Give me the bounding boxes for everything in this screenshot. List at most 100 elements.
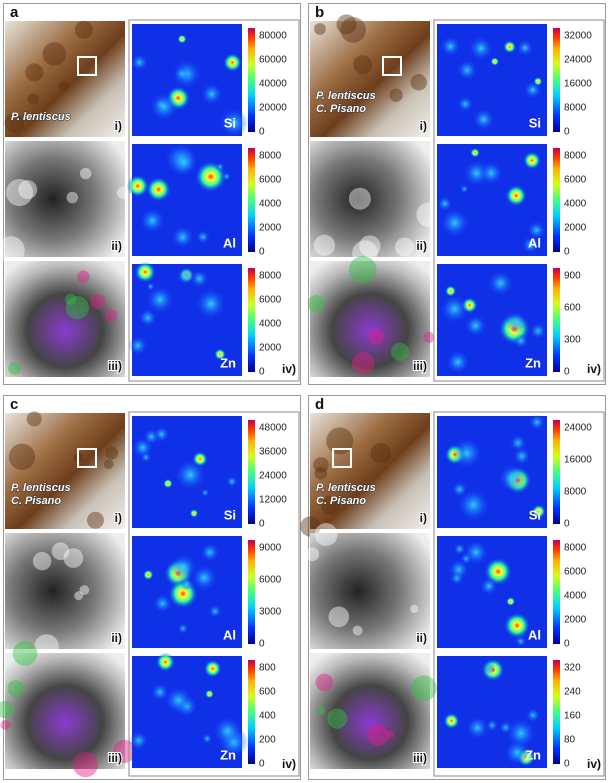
micrograph xyxy=(310,653,430,769)
texture xyxy=(4,113,25,133)
map-label: iv) xyxy=(587,757,601,771)
colorbar-tick-label: 200 xyxy=(259,735,276,746)
hotspot xyxy=(201,83,223,105)
hotspot xyxy=(459,184,469,194)
colorbar-tick-label: 8000 xyxy=(564,103,587,114)
texture xyxy=(105,446,119,460)
hotspot xyxy=(223,53,242,72)
texture xyxy=(366,723,389,746)
colorbar-tick-label: 16000 xyxy=(564,455,592,466)
colorbar xyxy=(553,148,560,252)
hotspot xyxy=(213,716,243,746)
hotspot xyxy=(226,475,238,488)
texture xyxy=(389,88,403,102)
hotspot xyxy=(457,96,473,112)
texture xyxy=(0,719,11,730)
hotspot xyxy=(504,739,530,766)
hotspot xyxy=(440,295,469,323)
texture xyxy=(340,17,366,43)
colorbar-tick-label: 8000 xyxy=(564,151,587,162)
colorbar-tick-label: 300 xyxy=(564,335,581,346)
colorbar-tick-label: 3000 xyxy=(259,607,282,618)
colorbar xyxy=(248,420,255,524)
texture xyxy=(352,240,378,267)
texture xyxy=(18,180,38,200)
element-map xyxy=(437,416,547,528)
colorbar-tick-label: 0 xyxy=(564,367,570,378)
hotspot xyxy=(138,308,157,327)
panel-frame xyxy=(3,395,301,780)
colorbar-tick-label: 32000 xyxy=(564,31,592,42)
micrograph xyxy=(310,141,430,257)
colorbar-tick-label: 0 xyxy=(564,247,570,258)
micrograph xyxy=(5,653,125,769)
hotspot xyxy=(515,635,527,647)
colorbar-tick-label: 6000 xyxy=(564,567,587,578)
element-label: Al xyxy=(528,235,541,250)
colorbar-tick-label: 4000 xyxy=(259,319,282,330)
panel-frame xyxy=(308,3,606,385)
hotspot xyxy=(440,208,469,238)
hotspot xyxy=(174,66,190,82)
image-label: iii) xyxy=(108,359,122,373)
hotspot xyxy=(516,39,534,56)
species-caption: C. Pisano xyxy=(316,495,366,507)
hotspot xyxy=(479,161,503,185)
texture xyxy=(51,542,70,560)
hotspot xyxy=(464,314,487,337)
hotspot xyxy=(456,60,478,81)
hotspot xyxy=(513,447,531,465)
colorbar-tick-label: 0 xyxy=(564,519,570,530)
hotspot xyxy=(151,683,169,701)
texture xyxy=(368,328,385,345)
colorbar-tick-label: 400 xyxy=(259,711,276,722)
image-label: i) xyxy=(115,119,122,133)
hotspot xyxy=(472,108,495,131)
map-label: iv) xyxy=(587,362,601,376)
texture xyxy=(12,640,38,666)
maps-frame xyxy=(433,19,605,382)
element-label: Al xyxy=(223,627,236,642)
colorbar-tick-label: 16000 xyxy=(564,79,592,90)
hotspot xyxy=(529,414,545,430)
hotspot xyxy=(530,322,547,339)
map-label: iv) xyxy=(282,757,296,771)
texture xyxy=(116,186,130,200)
image-label: ii) xyxy=(416,631,427,645)
roi-box xyxy=(332,448,352,468)
hotspot xyxy=(488,270,514,296)
species-caption: P. lentiscus xyxy=(316,482,376,494)
hotspot xyxy=(177,268,195,285)
element-label: Al xyxy=(223,235,236,250)
texture xyxy=(352,352,375,375)
species-caption: P. lentiscus xyxy=(11,111,71,123)
panel-letter: c xyxy=(10,396,18,413)
hotspot xyxy=(146,282,155,291)
colorbar-tick-label: 2000 xyxy=(564,223,587,234)
colorbar-tick-label: 6000 xyxy=(259,575,282,586)
texture xyxy=(307,295,325,313)
hotspot xyxy=(143,569,154,581)
roi-box xyxy=(77,56,97,76)
image-label: i) xyxy=(420,511,427,525)
element-label: Al xyxy=(528,627,541,642)
hotspot xyxy=(451,438,483,469)
hotspot xyxy=(202,733,213,744)
element-label: Si xyxy=(529,115,541,130)
colorbar-tick-label: 6000 xyxy=(259,175,282,186)
colorbar-tick-label: 240 xyxy=(564,687,581,698)
element-label: Zn xyxy=(220,747,236,762)
texture xyxy=(7,680,24,697)
texture xyxy=(26,411,42,427)
texture xyxy=(410,74,427,91)
texture xyxy=(313,457,329,473)
image-label: iii) xyxy=(413,751,427,765)
texture xyxy=(34,634,59,659)
element-label: Si xyxy=(224,507,236,522)
roi-box xyxy=(382,56,402,76)
hotspot xyxy=(448,559,469,580)
texture xyxy=(300,516,321,537)
hotspot xyxy=(498,464,527,492)
colorbar-tick-label: 20000 xyxy=(259,103,287,114)
